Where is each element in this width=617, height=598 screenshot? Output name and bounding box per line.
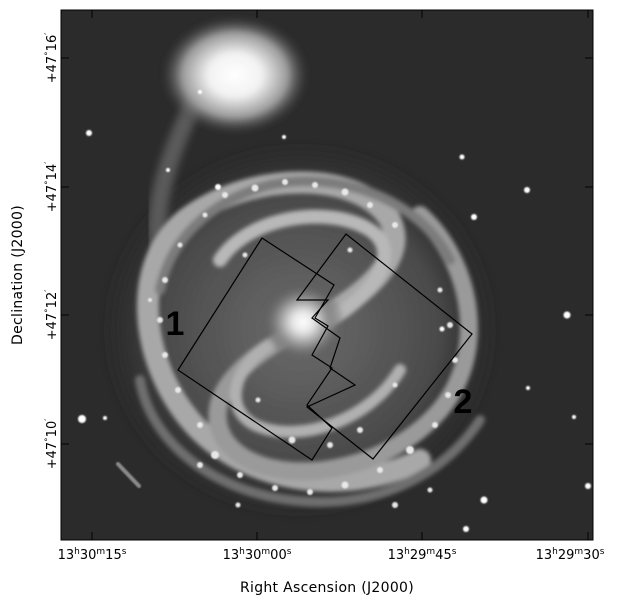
x-tick-label: 13h30m00s — [223, 547, 292, 563]
image-panel — [61, 10, 593, 540]
x-tick-label: 13h29m45s — [388, 547, 457, 563]
x-axis-title: Right Ascension (J2000) — [240, 580, 414, 596]
region-label-1: 1 — [166, 305, 185, 343]
companion-galaxy — [160, 15, 310, 135]
plot-frame — [60, 9, 594, 541]
y-tick-label: +47°14′ — [44, 162, 60, 213]
hii-knots — [148, 179, 458, 508]
x-tick-label: 13h29m30s — [536, 547, 605, 563]
field-outlines — [177, 233, 473, 461]
y-tick-labels: +47°16′ +47°14′ +47°12′ +47°10′ — [44, 33, 60, 470]
y-tick-label: +47°12′ — [44, 290, 60, 341]
field-2-outline — [295, 233, 473, 460]
x-tick-labels: 13h30m15s 13h30m00s 13h29m45s 13h29m30s — [58, 547, 605, 563]
region-label-2: 2 — [454, 383, 473, 421]
field-stars — [78, 90, 591, 532]
satellite-trail — [116, 462, 141, 488]
x-tick-label: 13h30m15s — [58, 547, 127, 563]
y-axis-title: Declination (J2000) — [10, 205, 26, 345]
tick-marks — [61, 10, 593, 540]
y-tick-label: +47°16′ — [44, 33, 60, 84]
y-tick-label: +47°10′ — [44, 419, 60, 470]
galaxy-core — [261, 282, 345, 362]
